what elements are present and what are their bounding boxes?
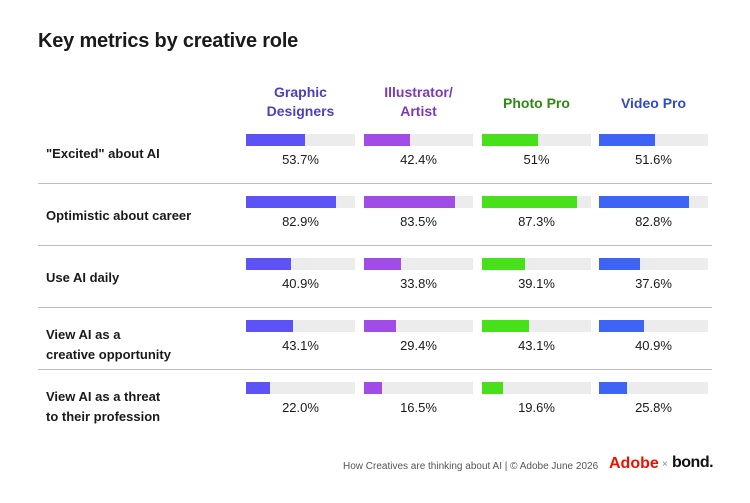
chart-title: Key metrics by creative role	[38, 30, 299, 52]
value-label: 37.6%	[635, 276, 672, 291]
bar-track	[364, 320, 473, 332]
value-label: 83.5%	[400, 214, 437, 229]
value-label: 82.9%	[282, 214, 319, 229]
value-label: 16.5%	[400, 400, 437, 415]
column-header-0: Graphic Designers	[266, 84, 335, 119]
value-label: 40.9%	[282, 276, 319, 291]
value-label: 53.7%	[282, 152, 319, 167]
bond-logo: bond.	[672, 454, 714, 471]
value-label: 87.3%	[518, 214, 555, 229]
bar-fill	[246, 382, 270, 394]
logo-separator: ×	[662, 459, 668, 470]
bar-fill	[482, 134, 538, 146]
value-label: 82.8%	[635, 214, 672, 229]
bar-track	[599, 258, 708, 270]
value-label: 51%	[523, 152, 550, 167]
bar-track	[246, 196, 355, 208]
bar-track	[364, 196, 473, 208]
bar-track	[482, 134, 591, 146]
bar-track	[482, 196, 591, 208]
bar-track	[599, 196, 708, 208]
value-label: 39.1%	[518, 276, 555, 291]
bar-track	[599, 382, 708, 394]
value-label: 42.4%	[400, 152, 437, 167]
bar-fill	[246, 196, 337, 208]
bar-track	[364, 382, 473, 394]
bar-track	[246, 258, 355, 270]
bar-fill	[364, 134, 411, 146]
bar-track	[364, 258, 473, 270]
row-label: View AI as a creative opportunity	[46, 327, 171, 362]
row-label: View AI as a threat to their profession	[46, 389, 161, 424]
bar-fill	[246, 134, 305, 146]
bar-fill	[599, 196, 690, 208]
bar-fill	[364, 382, 382, 394]
row-label: Optimistic about career	[46, 208, 192, 223]
value-label: 51.6%	[635, 152, 672, 167]
column-header-2: Photo Pro	[503, 95, 570, 111]
adobe-logo: Adobe	[609, 455, 659, 472]
bar-fill	[364, 320, 397, 332]
row-divider	[38, 245, 712, 246]
bar-fill	[482, 196, 578, 208]
bar-fill	[364, 258, 401, 270]
value-label: 43.1%	[282, 338, 319, 353]
bar-track	[599, 134, 708, 146]
bar-fill	[482, 320, 529, 332]
column-header-3: Video Pro	[620, 95, 687, 111]
value-label: 29.4%	[400, 338, 437, 353]
bar-fill	[246, 320, 293, 332]
row-label: Use AI daily	[46, 270, 120, 285]
bar-fill	[599, 382, 628, 394]
bar-fill	[599, 320, 644, 332]
row-divider	[38, 307, 712, 308]
value-label: 40.9%	[635, 338, 672, 353]
value-label: 22.0%	[282, 400, 319, 415]
row-divider	[38, 369, 712, 370]
value-label: 19.6%	[518, 400, 555, 415]
row-divider	[38, 183, 712, 184]
column-header-1: Illustrator/Artist	[384, 84, 453, 119]
bar-track	[246, 134, 355, 146]
footer-note: How Creatives are thinking about AI | © …	[343, 461, 599, 472]
bar-fill	[599, 258, 640, 270]
bar-track	[482, 320, 591, 332]
bar-track	[482, 258, 591, 270]
bar-fill	[364, 196, 455, 208]
value-label: 43.1%	[518, 338, 555, 353]
bar-track	[482, 382, 591, 394]
bar-fill	[482, 258, 525, 270]
value-label: 25.8%	[635, 400, 672, 415]
value-label: 33.8%	[400, 276, 437, 291]
bar-track	[599, 320, 708, 332]
bar-track	[364, 134, 473, 146]
row-label: "Excited" about AI	[46, 146, 160, 161]
bar-track	[246, 382, 355, 394]
bar-fill	[599, 134, 656, 146]
bar-fill	[246, 258, 291, 270]
bar-fill	[482, 382, 504, 394]
bar-track	[246, 320, 355, 332]
